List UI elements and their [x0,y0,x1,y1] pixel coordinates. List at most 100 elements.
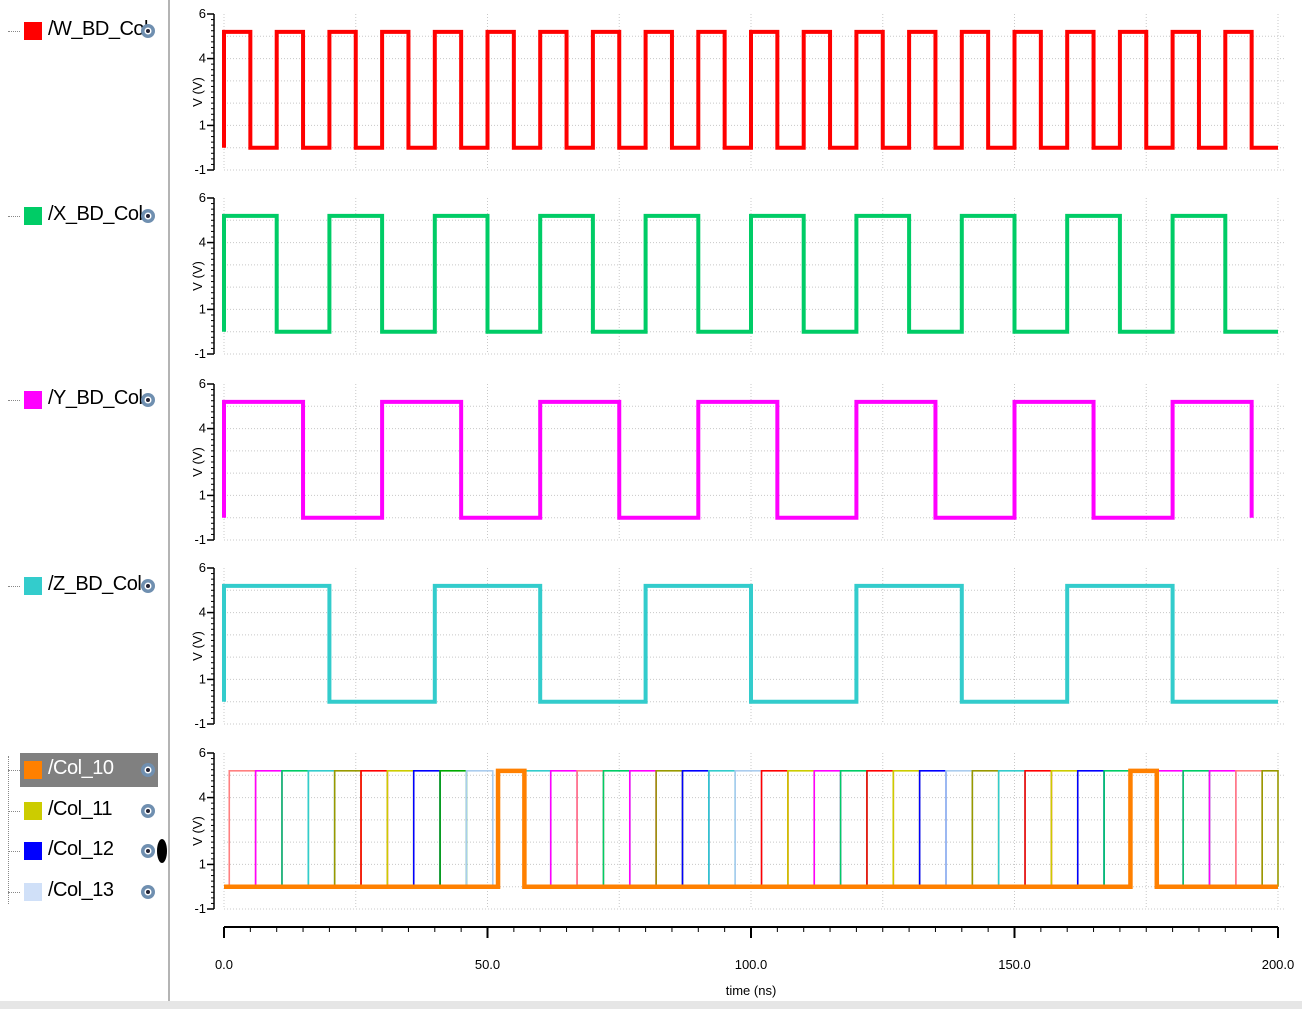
x-tick-label: 150.0 [998,957,1031,972]
col-pulse-trace [628,770,657,887]
col-pulse-trace [997,770,1026,887]
col-pulse-trace [655,770,684,887]
tree-connector [8,770,20,771]
waveform-panel: 6 4 1 -1 V (V) [190,560,1286,731]
col-pulse-trace [412,770,441,887]
x-tick-label: 200.0 [1262,957,1295,972]
x-tick-label: 0.0 [215,957,233,972]
y-axis-label: V (V) [190,631,205,661]
eye-icon[interactable] [140,803,156,819]
col-pulse-trace [892,770,921,887]
signal-name: /Col_12 [48,838,114,860]
col-pulse-trace [1103,770,1132,887]
eye-icon[interactable] [140,208,156,224]
col-pulse-trace [839,770,868,887]
col-pulse-trace [1235,770,1263,887]
signal-color-swatch [24,22,42,40]
col-pulse-trace [787,770,816,887]
col-pulse-trace [945,770,974,887]
legend-item-col-10[interactable]: /Col_10 [0,753,168,787]
legend-item-z-bd-col[interactable]: /Z_BD_Col [0,569,168,603]
signal-color-swatch [24,207,42,225]
signal-color-swatch [24,883,42,901]
col-pulse-trace [281,770,310,887]
signal-color-swatch [24,802,42,820]
y-tick-label: -1 [194,901,206,916]
y-tick-label: -1 [194,346,206,361]
col-pulse-trace [1155,770,1184,887]
x-tick-label: 50.0 [475,957,500,972]
signal-name: /Col_11 [48,798,112,820]
eye-icon[interactable] [140,578,156,594]
eye-icon[interactable] [140,884,156,900]
legend-item-col-12[interactable]: /Col_12 [0,834,168,868]
y-tick-label: -1 [194,716,206,731]
col-pulse-trace [333,770,362,887]
y-tick-label: 1 [199,487,206,502]
y-tick-label: 1 [199,117,206,132]
signal-name: /X_BD_Col [48,203,143,225]
y-tick-label: 6 [199,560,206,575]
col-pulse-trace [1024,770,1053,887]
selection-highlight [20,753,158,787]
signal-legend-pane: /W_BD_Col /X_BD_Col /Y_BD_Col /Z_BD_Col … [0,0,168,1001]
y-tick-label: 6 [199,376,206,391]
x-tick-label: 100.0 [735,957,768,972]
y-tick-label: 6 [199,6,206,21]
col-10-trace [224,768,1278,889]
cursor-marker[interactable] [157,839,167,863]
signal-name: /Col_13 [48,879,114,901]
legend-item-y-bd-col[interactable]: /Y_BD_Col [0,383,168,417]
signal-color-swatch [24,577,42,595]
y-tick-label: 1 [199,301,206,316]
col-pulse-trace [1261,770,1279,887]
tree-connector [8,216,20,217]
col-pulse-trace [1182,770,1211,887]
bottom-border [0,1001,1302,1009]
y-tick-label: 4 [199,51,206,66]
legend-item-col-11[interactable]: /Col_11 [0,794,168,828]
col-pulse-trace [439,770,468,887]
y-axis-label: V (V) [190,447,205,477]
x-axis-label: time (ns) [726,983,777,998]
y-tick-label: 4 [199,421,206,436]
col-pulse-trace [523,770,552,887]
legend-item-x-bd-col[interactable]: /X_BD_Col [0,199,168,233]
y-tick-label: 4 [199,790,206,805]
col-pulse-trace [360,770,389,887]
y-axis-label: V (V) [190,77,205,107]
tree-connector [8,31,20,32]
col-pulse-trace [813,770,842,887]
tree-connector [8,400,20,401]
signal-trace [222,29,1278,150]
col-pulse-trace [602,770,631,887]
signal-trace [222,213,1278,334]
signal-trace [222,399,1254,520]
y-tick-label: 6 [199,745,206,760]
legend-item-w-bd-col[interactable]: /W_BD_Col [0,14,168,48]
y-tick-label: 4 [199,235,206,250]
y-axis-label: V (V) [190,261,205,291]
signal-name: /W_BD_Col [48,18,148,40]
col-pulse-trace [1076,770,1105,887]
col-pulse-trace [971,770,1000,887]
eye-icon[interactable] [140,23,156,39]
eye-icon[interactable] [140,762,156,778]
col-pulse-trace [1208,770,1237,887]
col-pulse-trace [918,770,947,887]
legend-item-col-13[interactable]: /Col_13 [0,875,168,909]
col-pulse-trace [386,770,415,887]
col-pulse-trace [307,770,336,887]
tree-connector [8,756,9,904]
y-tick-label: 6 [199,190,206,205]
col-pulse-trace [760,770,789,887]
y-axis-label: V (V) [190,816,205,846]
y-tick-label: 1 [199,671,206,686]
pane-divider[interactable] [168,0,170,1001]
signal-name: /Col_10 [48,757,114,779]
eye-icon[interactable] [140,392,156,408]
eye-icon[interactable] [140,843,156,859]
col-pulse-trace [549,770,578,887]
col-pulse-trace [866,770,895,887]
